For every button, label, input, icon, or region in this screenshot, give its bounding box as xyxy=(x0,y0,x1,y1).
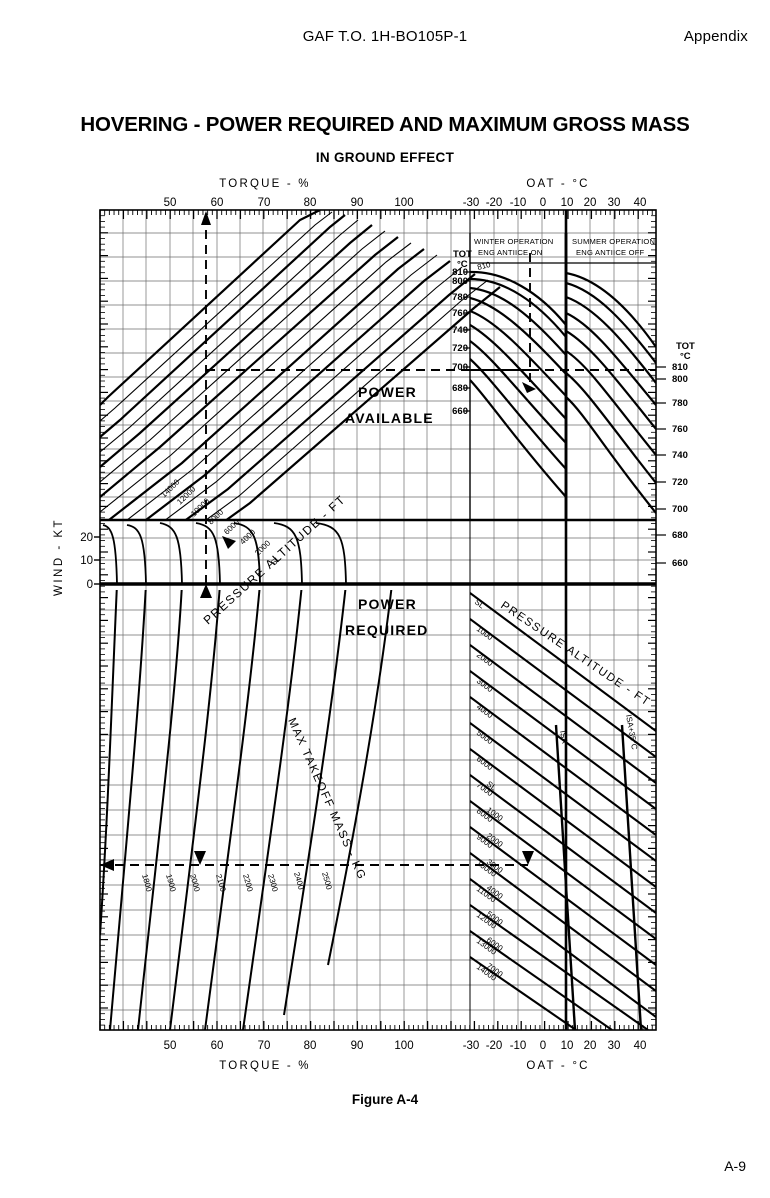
svg-text:20: 20 xyxy=(584,1040,597,1052)
svg-text:2500: 2500 xyxy=(320,871,334,891)
document-header-title: GAF T.O. 1H-BO105P-1 xyxy=(0,28,770,45)
svg-text:8000: 8000 xyxy=(206,507,225,526)
page-title: HOVERING - POWER REQUIRED AND MAXIMUM GR… xyxy=(0,113,770,137)
svg-text:0: 0 xyxy=(540,197,546,209)
chart-grid xyxy=(100,210,656,1030)
isa-label: ISA xyxy=(558,730,569,745)
tot-810-curve-label: 810 xyxy=(476,260,492,272)
svg-text:1000: 1000 xyxy=(475,624,495,642)
max-takeoff-mass-curves xyxy=(100,584,392,1030)
svg-text:80: 80 xyxy=(304,1040,317,1052)
oat-axis-bottom: -30 -20 -10 0 10 20 30 40 OAT - °C xyxy=(463,1040,647,1072)
tot-right-header-line2: °C xyxy=(680,351,691,362)
svg-text:30: 30 xyxy=(608,1040,621,1052)
svg-text:-30: -30 xyxy=(463,197,480,209)
summer-operation-label-line1: SUMMER OPERATION xyxy=(572,237,655,246)
svg-text:TORQUE - %: TORQUE - % xyxy=(219,178,310,190)
tot-right-tick: 780 xyxy=(672,398,688,409)
svg-text:40: 40 xyxy=(634,1040,647,1052)
winter-operation-label-line1: WINTER OPERATION xyxy=(474,237,553,246)
svg-text:60: 60 xyxy=(211,197,224,209)
power-available-label-line1: POWER xyxy=(358,384,417,400)
svg-text:100: 100 xyxy=(394,1040,413,1052)
svg-text:0: 0 xyxy=(540,1040,546,1052)
svg-text:10: 10 xyxy=(80,555,93,567)
svg-text:70: 70 xyxy=(258,1040,271,1052)
tot-right-tick: 800 xyxy=(672,374,688,385)
winter-operation-label-line2: ENG ANTIICE ON xyxy=(478,248,542,257)
svg-text:2200: 2200 xyxy=(241,873,255,893)
svg-text:5000: 5000 xyxy=(475,728,495,746)
oat-axis-top: OAT - °C -30 -20 -10 0 10 20 30 40 xyxy=(463,178,647,209)
tot-right-tick: 740 xyxy=(672,450,688,461)
svg-text:-10: -10 xyxy=(510,197,527,209)
svg-text:70: 70 xyxy=(258,197,271,209)
tot-right-tick: 660 xyxy=(672,558,688,569)
svg-text:80: 80 xyxy=(304,197,317,209)
svg-text:1900: 1900 xyxy=(164,873,178,893)
tot-right-tick: 760 xyxy=(672,424,688,435)
power-required-label-line1: POWER xyxy=(358,596,417,612)
svg-text:50: 50 xyxy=(164,197,177,209)
svg-text:2000: 2000 xyxy=(475,650,495,668)
svg-text:6000: 6000 xyxy=(475,754,495,772)
tot-right-tick: 700 xyxy=(672,504,688,515)
tot-summer-curves xyxy=(566,273,656,513)
max-takeoff-mass-labels: 1800 1900 2000 2100 2200 2300 2400 2500 xyxy=(140,871,334,893)
svg-text:4000: 4000 xyxy=(475,702,495,720)
svg-text:-20: -20 xyxy=(486,197,503,209)
svg-text:3000: 3000 xyxy=(475,676,495,694)
svg-text:OAT - °C: OAT - °C xyxy=(526,1060,589,1072)
hovering-performance-chart: 14000 12000 10000 8000 6000 4000 2000 SL… xyxy=(0,175,770,1075)
axis-ticks-right xyxy=(648,210,656,1025)
tot-right-tick: 680 xyxy=(672,530,688,541)
page-subtitle: IN GROUND EFFECT xyxy=(0,150,770,165)
svg-text:20: 20 xyxy=(80,532,93,544)
svg-text:SL: SL xyxy=(473,597,487,610)
tot-right-tick: 810 xyxy=(672,362,688,373)
power-available-label-line2: AVAILABLE xyxy=(345,410,434,426)
svg-text:2000: 2000 xyxy=(188,873,202,893)
svg-text:30: 30 xyxy=(608,197,621,209)
svg-text:20: 20 xyxy=(584,197,597,209)
svg-text:10: 10 xyxy=(561,1040,574,1052)
svg-text:40: 40 xyxy=(634,197,647,209)
wind-axis-ticks: 20 10 0 xyxy=(80,532,100,591)
svg-text:90: 90 xyxy=(351,1040,364,1052)
svg-text:60: 60 xyxy=(211,1040,224,1052)
wind-axis-label: WIND - KT xyxy=(53,518,65,596)
pressure-altitude-label-lower: PRESSURE ALTITUDE - FT xyxy=(498,600,652,709)
summer-operation-label-line2: ENG ANTIICE OFF xyxy=(576,248,645,257)
svg-text:100: 100 xyxy=(394,197,413,209)
page-number: A-9 xyxy=(724,1158,746,1174)
svg-text:-30: -30 xyxy=(463,1040,480,1052)
svg-text:50: 50 xyxy=(164,1040,177,1052)
svg-text:90: 90 xyxy=(351,197,364,209)
svg-text:0: 0 xyxy=(87,579,93,591)
worked-example-path xyxy=(100,215,656,865)
svg-text:OAT - °C: OAT - °C xyxy=(526,178,589,190)
chart-frame xyxy=(100,210,656,1030)
torque-axis-bottom: 50 60 70 80 90 100 TORQUE - % xyxy=(164,1040,414,1072)
svg-text:2300: 2300 xyxy=(266,873,280,893)
isa-plus-35-label: ISA+35°C xyxy=(624,714,639,751)
document-header-appendix: Appendix xyxy=(684,28,748,45)
tot-right-scale: 810800 780 760 740 720 700 680 660 xyxy=(656,362,688,569)
svg-text:TORQUE - %: TORQUE - % xyxy=(219,1060,310,1072)
figure-caption: Figure A-4 xyxy=(0,1092,770,1107)
svg-text:2400: 2400 xyxy=(292,871,306,891)
lower-altitude-labels-2: SL 1000 2000 3000 4000 5000 6000 7000 80… xyxy=(473,597,499,983)
torque-axis-top: TORQUE - % 50 60 70 80 90 100 xyxy=(164,178,414,209)
svg-text:-20: -20 xyxy=(486,1040,503,1052)
svg-text:-10: -10 xyxy=(510,1040,527,1052)
svg-text:10: 10 xyxy=(561,197,574,209)
svg-text:1800: 1800 xyxy=(140,873,154,893)
axis-ticks-top xyxy=(100,210,652,219)
tot-right-tick: 720 xyxy=(672,477,688,488)
